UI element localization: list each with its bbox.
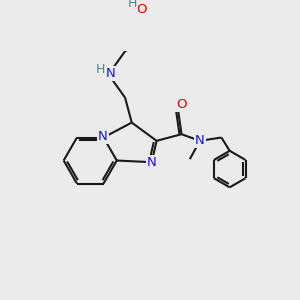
Text: O: O (136, 3, 147, 16)
Text: N: N (195, 134, 205, 147)
Text: N: N (98, 130, 108, 143)
Text: N: N (147, 156, 157, 169)
Text: O: O (176, 98, 187, 111)
Text: H: H (128, 0, 137, 10)
Text: H: H (95, 63, 105, 76)
Text: N: N (105, 67, 115, 80)
